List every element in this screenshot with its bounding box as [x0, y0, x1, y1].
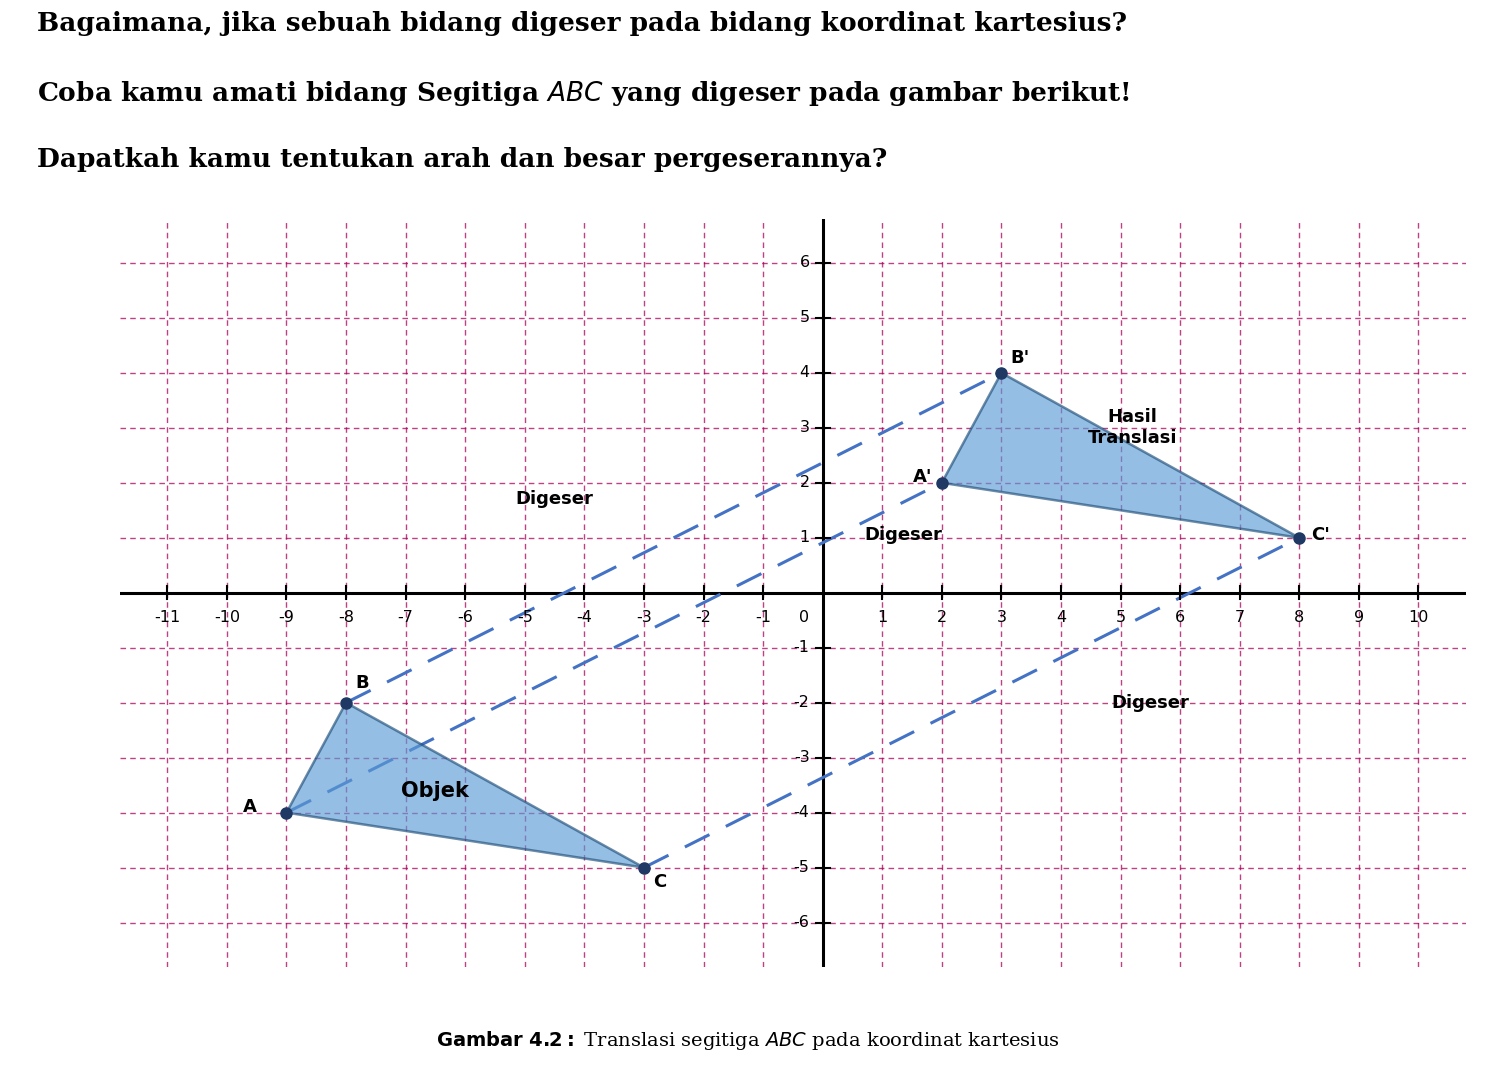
Text: A: A — [242, 798, 257, 816]
Text: -4: -4 — [794, 805, 809, 820]
Text: -8: -8 — [338, 610, 355, 626]
Text: Bagaimana, jika sebuah bidang digeser pada bidang koordinat kartesius?: Bagaimana, jika sebuah bidang digeser pa… — [37, 11, 1126, 35]
Text: -6: -6 — [458, 610, 473, 626]
Text: 2: 2 — [799, 475, 809, 490]
Text: 5: 5 — [799, 311, 809, 326]
Text: $\mathbf{Gambar\ 4.2:}$ Translasi segitiga $\mathit{ABC}$ pada koordinat kartesi: $\mathbf{Gambar\ 4.2:}$ Translasi segiti… — [437, 1028, 1059, 1052]
Text: -9: -9 — [278, 610, 295, 626]
Text: 1: 1 — [877, 610, 887, 626]
Text: 7: 7 — [1234, 610, 1245, 626]
Polygon shape — [942, 373, 1299, 538]
Text: Digeser: Digeser — [865, 527, 942, 544]
Text: Digeser: Digeser — [516, 490, 594, 508]
Text: 9: 9 — [1354, 610, 1364, 626]
Text: C': C' — [1310, 527, 1330, 544]
Text: -3: -3 — [636, 610, 652, 626]
Text: 1: 1 — [799, 531, 809, 546]
Text: -6: -6 — [794, 915, 809, 930]
Text: 4: 4 — [1056, 610, 1067, 626]
Text: -3: -3 — [794, 750, 809, 765]
Text: 5: 5 — [1116, 610, 1125, 626]
Text: -7: -7 — [398, 610, 413, 626]
Text: A': A' — [914, 468, 934, 486]
Text: -1: -1 — [793, 640, 809, 655]
Text: 4: 4 — [799, 365, 809, 380]
Text: -5: -5 — [516, 610, 533, 626]
Text: 2: 2 — [936, 610, 947, 626]
Text: -5: -5 — [794, 860, 809, 875]
Text: -1: -1 — [755, 610, 770, 626]
Text: Objek: Objek — [401, 781, 470, 801]
Text: 6: 6 — [1174, 610, 1185, 626]
Text: -2: -2 — [794, 695, 809, 710]
Text: 3: 3 — [799, 421, 809, 436]
Text: Coba kamu amati bidang Segitiga $\mathit{ABC}$ yang digeser pada gambar berikut!: Coba kamu amati bidang Segitiga $\mathit… — [37, 79, 1129, 108]
Text: 3: 3 — [996, 610, 1007, 626]
Text: C: C — [652, 874, 666, 891]
Polygon shape — [287, 703, 643, 867]
Text: 6: 6 — [799, 255, 809, 270]
Text: Hasil
Translasi: Hasil Translasi — [1088, 408, 1177, 447]
Text: 8: 8 — [1294, 610, 1305, 626]
Text: Digeser: Digeser — [1112, 694, 1189, 711]
Text: B': B' — [1010, 349, 1029, 367]
Text: -11: -11 — [154, 610, 181, 626]
Text: Dapatkah kamu tentukan arah dan besar pergeserannya?: Dapatkah kamu tentukan arah dan besar pe… — [37, 146, 887, 172]
Text: -10: -10 — [214, 610, 239, 626]
Text: 0: 0 — [799, 610, 809, 626]
Text: -2: -2 — [696, 610, 712, 626]
Text: -4: -4 — [576, 610, 592, 626]
Text: 10: 10 — [1408, 610, 1429, 626]
Text: B: B — [355, 674, 368, 692]
